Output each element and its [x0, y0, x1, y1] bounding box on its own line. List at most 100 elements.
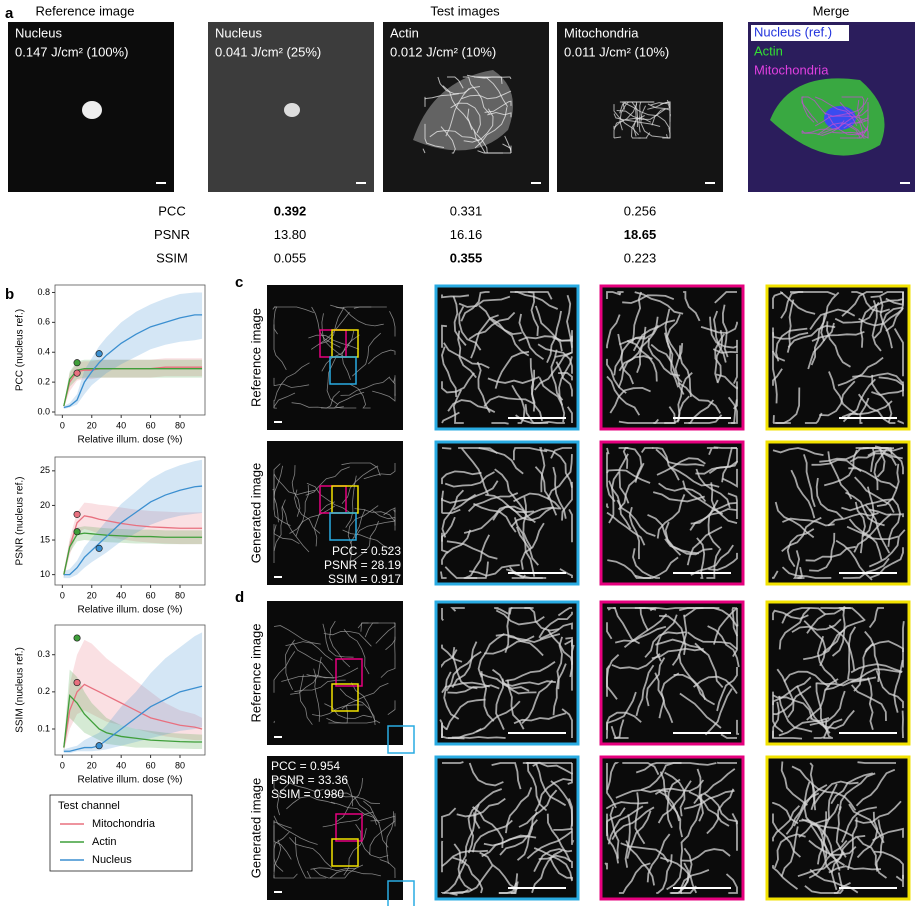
structure	[339, 688, 376, 726]
structure	[638, 101, 654, 133]
structure	[848, 467, 898, 490]
structure	[445, 698, 486, 731]
structure	[607, 805, 644, 845]
metric-value: 0.055	[274, 250, 307, 265]
structure	[786, 299, 795, 353]
structure	[604, 862, 608, 870]
structure	[347, 505, 379, 545]
structure	[561, 708, 573, 738]
metric-value: 13.80	[274, 227, 307, 242]
structure	[363, 463, 396, 480]
structure	[306, 870, 327, 879]
structure	[837, 356, 884, 387]
structure	[468, 762, 504, 787]
structure	[322, 623, 354, 658]
structure	[273, 465, 283, 510]
structure	[847, 817, 858, 871]
structure	[354, 508, 396, 531]
structure	[852, 372, 904, 384]
structure	[502, 143, 512, 154]
structure	[321, 330, 355, 372]
structure	[458, 295, 511, 308]
structure	[546, 813, 572, 862]
structure	[355, 823, 389, 859]
error-band	[63, 526, 203, 579]
structure	[524, 607, 560, 632]
structure	[564, 639, 573, 647]
error-band	[63, 632, 203, 754]
structure	[352, 332, 381, 377]
structure	[273, 474, 279, 523]
structure	[491, 762, 522, 790]
structure	[674, 343, 685, 395]
y-tick-label: 0.3	[37, 649, 50, 659]
structure	[618, 418, 659, 424]
label-bg	[751, 25, 849, 41]
structure	[772, 368, 783, 386]
structure	[772, 447, 824, 456]
structure	[660, 856, 698, 894]
structure	[558, 356, 573, 406]
structure	[503, 680, 557, 687]
structure	[803, 454, 816, 508]
structure	[441, 324, 447, 348]
structure	[453, 843, 473, 892]
x-tick-label: 0	[60, 760, 65, 770]
structure	[518, 335, 571, 342]
structure	[441, 532, 449, 554]
structure	[451, 736, 506, 739]
structure	[441, 644, 463, 663]
structure	[522, 762, 539, 767]
structure	[487, 375, 540, 384]
legend-box	[49, 794, 193, 872]
structure	[606, 763, 617, 809]
y-tick-label: 0.8	[37, 287, 50, 297]
structure	[827, 512, 879, 527]
error-band	[63, 292, 203, 410]
structure	[736, 608, 739, 627]
structure	[695, 468, 731, 509]
structure	[659, 615, 687, 655]
marker	[95, 350, 103, 358]
marker	[95, 544, 103, 552]
structure	[869, 547, 904, 579]
structure	[440, 571, 447, 579]
structure	[385, 811, 395, 864]
structure	[848, 803, 885, 844]
structure	[452, 856, 484, 894]
structure	[342, 529, 393, 551]
structure	[464, 534, 491, 579]
structure	[291, 465, 301, 517]
structure	[274, 362, 310, 401]
structure	[281, 506, 310, 553]
x-tick-label: 40	[116, 760, 126, 770]
metric-name: PSNR	[154, 227, 190, 242]
structure	[552, 663, 567, 716]
structure	[513, 447, 548, 461]
structure	[815, 96, 858, 126]
structure	[875, 670, 904, 709]
structure	[706, 788, 735, 835]
structure	[656, 494, 686, 539]
structure	[893, 659, 904, 713]
structure	[571, 644, 575, 691]
zoom-image	[434, 440, 580, 586]
structure	[811, 458, 862, 472]
structure	[463, 108, 494, 143]
legend-title: Test channel	[58, 800, 120, 812]
structure	[772, 813, 802, 858]
marker	[73, 359, 81, 367]
metric-name: SSIM	[156, 250, 188, 265]
structure	[785, 792, 820, 835]
marker	[73, 679, 81, 687]
structure	[821, 109, 869, 134]
roi-box	[329, 512, 357, 541]
structure	[606, 503, 610, 509]
marker	[73, 369, 81, 377]
structure	[273, 499, 286, 552]
structure	[887, 448, 904, 475]
x-tick-label: 20	[87, 590, 97, 600]
structure	[611, 653, 661, 670]
structure	[286, 795, 336, 810]
